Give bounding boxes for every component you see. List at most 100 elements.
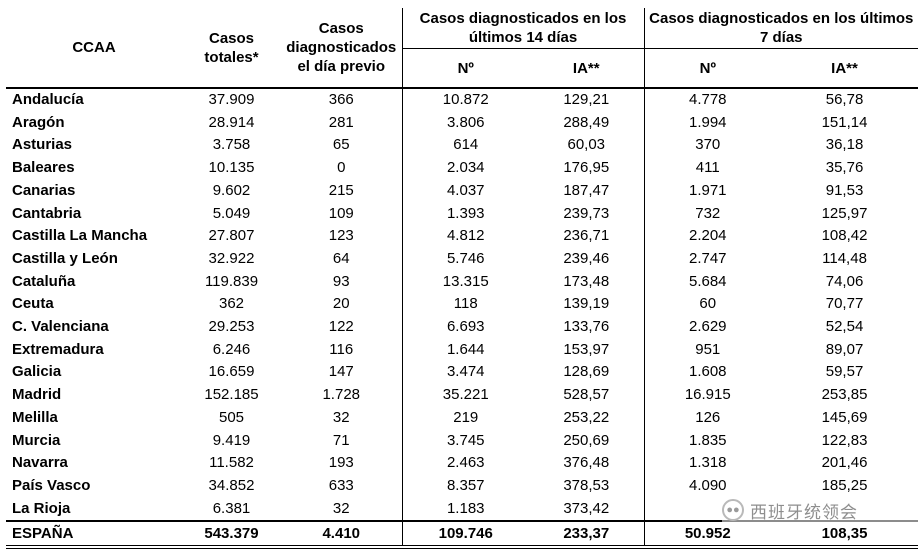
cell-n-7: 370 xyxy=(643,134,772,158)
cell-casos-totales: 37.909 xyxy=(208,91,255,108)
cell-ia-14: 176,95 xyxy=(563,159,610,177)
wechat-bubble-icon: ●● xyxy=(722,499,744,521)
cell-ia-14: 153,97 xyxy=(563,340,610,358)
cell-casos-previo: 116 xyxy=(329,340,354,358)
header-group-7-dias: Casos diagnosticados en los últimos 7 dí… xyxy=(643,8,919,49)
cell-ia-7: 201,46 xyxy=(821,454,868,472)
cell-n-7: 5.684 xyxy=(643,270,772,294)
header-ccaa: CCAA xyxy=(6,8,182,89)
cell-n-7: 2.204 xyxy=(643,225,772,248)
cell-casos-totales: 11.582 xyxy=(209,454,254,472)
cell-n-14: 2.463 xyxy=(401,452,529,475)
cell-casos-previo: 0 xyxy=(337,159,346,177)
total-row: ESPAÑA 543.379 4.410 109.746 233,37 50.9… xyxy=(6,520,919,550)
total-n-14: 109.746 xyxy=(401,520,529,550)
cell-ia-14: 139,19 xyxy=(563,295,610,313)
table-row: Ceuta 362 20 118 139,19 60 70,77 xyxy=(6,293,918,317)
header-ia-7: IA** xyxy=(771,48,919,89)
cell-n-7: 1.971 xyxy=(643,179,772,203)
cell-ia-7: 151,14 xyxy=(821,113,868,131)
cell-casos-totales: 29.253 xyxy=(208,318,255,336)
cell-n-7: 2.747 xyxy=(643,247,772,271)
cell-casos-totales: 27.807 xyxy=(208,227,255,245)
cell-n-7: 60 xyxy=(643,293,772,317)
cell-casos-totales: 16.659 xyxy=(208,363,255,381)
cell-ia-14: 239,73 xyxy=(563,204,610,222)
cell-casos-previo: 123 xyxy=(328,227,354,245)
top-cropped-caption xyxy=(0,0,923,8)
watermark-text: 西班牙统领会 xyxy=(750,502,858,522)
cell-ia-14: 373,42 xyxy=(563,499,610,517)
cell-ia-14: 376,48 xyxy=(563,454,610,472)
cell-ccaa: Castilla La Mancha xyxy=(12,227,148,245)
cell-ia-14: 60,03 xyxy=(567,136,606,154)
cell-casos-previo: 32 xyxy=(332,408,350,426)
table-row: Cataluña 119.839 93 13.315 173,48 5.684 74,06 xyxy=(6,270,918,294)
cell-n-14: 10.872 xyxy=(401,88,529,112)
cell-ia-7: 253,85 xyxy=(821,386,868,404)
cell-ccaa: Cataluña xyxy=(12,272,76,290)
cell-casos-totales: 362 xyxy=(218,295,245,313)
cell-n-7: 1.994 xyxy=(643,111,772,135)
cell-ia-7: 36,18 xyxy=(825,136,864,154)
cell-casos-totales: 5.049 xyxy=(212,204,251,222)
cell-ccaa: Asturias xyxy=(12,136,73,154)
cell-casos-totales: 505 xyxy=(218,408,245,426)
cell-ia-7: 56,78 xyxy=(825,91,864,108)
cell-n-7: 1.318 xyxy=(643,452,772,475)
header-casos-previo: Casos diagnosticados el día previo xyxy=(281,8,402,89)
table-row: Extremadura 6.246 116 1.644 153,97 951 89,07 xyxy=(6,338,918,362)
cell-casos-previo: 93 xyxy=(332,272,350,290)
table-row: Madrid 152.185 1.728 35.221 528,57 16.915 253,… xyxy=(6,384,918,407)
cell-ia-7: 185,25 xyxy=(821,476,868,494)
table-row: Murcia 9.419 71 3.745 250,69 1.835 122,83 xyxy=(6,429,918,453)
cell-ia-7: 70,77 xyxy=(825,295,864,313)
table-row: C. Valenciana 29.253 122 6.693 133,76 2.629 52… xyxy=(6,316,918,339)
cell-ia-7: 35,76 xyxy=(825,159,864,177)
header-group-14-dias: Casos diagnosticados en los últimos 14 d… xyxy=(401,8,645,49)
cell-n-14: 219 xyxy=(401,406,529,430)
header-n-7: Nº xyxy=(643,48,772,89)
cell-n-7: 4.090 xyxy=(643,474,772,498)
cell-n-14: 3.745 xyxy=(401,429,529,453)
total-n-7: 50.952 xyxy=(643,520,772,550)
cell-ia-7: 74,06 xyxy=(825,272,864,290)
table-row: Canarias 9.602 215 4.037 187,47 1.971 91,53 xyxy=(6,179,918,203)
cell-n-14: 1.393 xyxy=(401,202,529,226)
cell-casos-totales: 32.922 xyxy=(208,249,255,267)
cell-casos-totales: 9.419 xyxy=(212,431,251,449)
table-row: Castilla La Mancha 27.807 123 4.812 236,71 2.… xyxy=(6,225,918,248)
cell-casos-previo: 193 xyxy=(328,454,354,472)
total-casos-totales: 543.379 xyxy=(182,520,281,550)
table-row: Baleares 10.135 0 2.034 176,95 411 35,76 xyxy=(6,157,918,180)
cell-n-7: 732 xyxy=(643,202,772,226)
covid-cases-table: CCAA Casos totales* Casos diagnosticados… xyxy=(6,8,919,550)
cell-ia-7: 59,57 xyxy=(825,363,864,381)
cell-n-7: 16.915 xyxy=(643,384,772,407)
header-casos-totales: Casos totales* xyxy=(182,8,281,89)
cell-n-14: 3.474 xyxy=(401,361,529,385)
cell-casos-previo: 65 xyxy=(332,136,350,154)
cell-n-14: 3.806 xyxy=(401,111,529,135)
cell-casos-previo: 147 xyxy=(328,363,354,381)
cell-casos-previo: 109 xyxy=(328,204,354,222)
cell-ia-14: 129,21 xyxy=(563,91,610,108)
cell-ccaa: La Rioja xyxy=(12,499,71,517)
table-row: Castilla y León 32.922 64 5.746 239,46 2.747 1… xyxy=(6,247,918,271)
cell-casos-totales: 6.246 xyxy=(212,340,251,358)
cell-ia-14: 288,49 xyxy=(563,113,610,131)
cell-n-14: 6.693 xyxy=(401,316,529,339)
cell-casos-previo: 1.728 xyxy=(322,386,361,404)
cell-casos-totales: 3.758 xyxy=(212,136,251,154)
cell-n-7: 411 xyxy=(643,157,772,180)
cell-ia-7: 108,42 xyxy=(821,227,868,245)
cell-ia-7: 145,69 xyxy=(821,408,868,426)
cell-casos-totales: 10.135 xyxy=(208,159,255,177)
cell-ccaa: Baleares xyxy=(12,159,75,177)
table-row: Cantabria 5.049 109 1.393 239,73 732 125,97 xyxy=(6,202,918,226)
cell-casos-previo: 71 xyxy=(332,431,350,449)
cell-ia-7: 91,53 xyxy=(825,181,864,199)
cell-n-14: 1.644 xyxy=(401,338,529,362)
cell-ia-14: 250,69 xyxy=(563,431,610,449)
cell-casos-previo: 215 xyxy=(328,181,354,199)
